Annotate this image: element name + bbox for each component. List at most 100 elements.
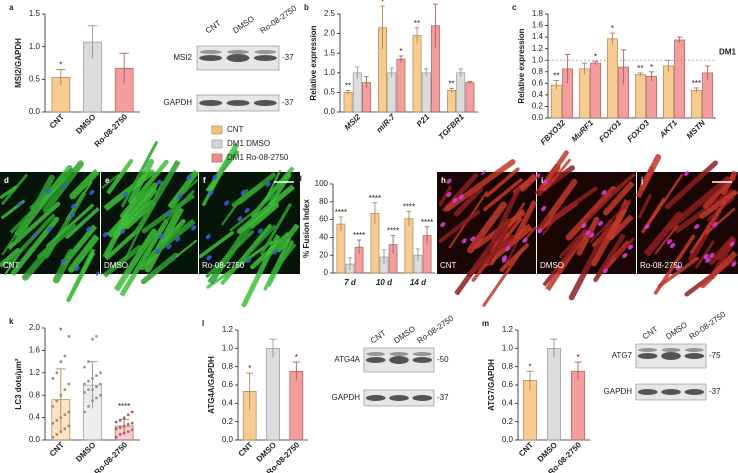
blot-band	[226, 100, 250, 106]
nucleus	[622, 253, 628, 259]
fiber	[466, 201, 507, 254]
y-tick-label: 1.5	[324, 48, 336, 57]
fiber	[119, 159, 169, 219]
data-point	[67, 410, 71, 414]
x-tick-label: TGFBR1	[437, 112, 466, 141]
fiber	[11, 174, 55, 250]
nucleus	[709, 252, 715, 258]
fiber	[699, 174, 738, 219]
legend-label: CNT	[227, 125, 244, 134]
nucleus	[585, 229, 591, 236]
x-tick-label: CNT	[237, 440, 255, 458]
data-point	[67, 382, 71, 386]
blot-marker: -37	[282, 98, 294, 107]
significance: **	[345, 82, 351, 91]
bar	[447, 90, 457, 113]
y-tick-label: 2.5	[324, 9, 336, 18]
data-point	[118, 419, 122, 422]
nucleus	[186, 174, 192, 180]
nucleus	[705, 257, 711, 263]
y-axis-title: % Fusion Index	[302, 199, 311, 258]
significance: **	[553, 72, 559, 81]
data-point	[126, 413, 130, 417]
y-tick-label: 0.8	[222, 362, 234, 371]
y-axis-title: Relative expression	[309, 25, 318, 100]
data-point	[126, 422, 130, 426]
panel-label: j	[640, 176, 643, 185]
y-tick-label: 0.5	[29, 74, 41, 83]
bar	[578, 68, 590, 119]
y-axis-title: Relative expression	[517, 28, 526, 103]
nucleus	[729, 241, 735, 247]
nucleus	[206, 255, 212, 261]
y-tick-label: 1.2	[29, 368, 41, 377]
image-label: CNT	[440, 261, 457, 270]
fiber	[565, 185, 617, 241]
panel-label: g	[297, 173, 302, 182]
bar	[662, 65, 674, 119]
y-tick-label: 1.0	[502, 343, 514, 352]
fiber	[611, 169, 650, 195]
nucleus	[224, 200, 230, 206]
significance: *	[399, 47, 402, 56]
data-point	[87, 360, 90, 363]
fiber	[538, 205, 567, 240]
bar	[336, 223, 346, 274]
nucleus	[602, 268, 608, 274]
y-tick-label: 0.0	[324, 107, 336, 116]
fiber	[144, 200, 187, 273]
legend-label: DM1 Ro-08-2750	[227, 153, 289, 162]
nucleus	[47, 226, 53, 232]
nucleus	[265, 181, 271, 187]
nucleus	[155, 248, 161, 254]
panel-label: m	[482, 319, 489, 328]
data-point	[126, 430, 130, 433]
y-tick-label: 1.6	[29, 346, 41, 355]
fiber	[527, 236, 584, 288]
fiber	[250, 232, 291, 270]
blot-column-label: DMSO	[231, 14, 256, 35]
nucleus	[86, 226, 92, 232]
bar	[266, 347, 280, 441]
nucleus	[74, 265, 80, 272]
fiber	[0, 185, 17, 209]
data-point	[130, 428, 134, 432]
data-point	[99, 382, 102, 386]
x-tick-label: MSTN	[685, 118, 708, 141]
x-tick-label: CNT	[517, 440, 535, 458]
data-point	[118, 426, 122, 430]
data-point	[87, 379, 90, 383]
nucleus	[581, 223, 587, 229]
significance: **	[637, 64, 643, 73]
y-tick-label: 1.0	[29, 42, 41, 51]
y-tick-label: 0.8	[502, 362, 514, 371]
fiber	[164, 231, 235, 271]
bar	[412, 35, 422, 113]
x-tick-label: FBXO32	[539, 118, 568, 147]
panel-label: e	[105, 176, 110, 185]
significance: *	[381, 0, 384, 6]
data-point	[55, 419, 59, 422]
y-tick-label: 0.2	[222, 417, 234, 426]
x-tick-label: DMSO	[74, 440, 97, 463]
fiber	[230, 224, 276, 273]
blot-column-label: Ro-08-2750	[259, 3, 299, 35]
y-axis-title: MSI2/GAPDH	[14, 38, 23, 88]
nucleus	[628, 244, 634, 250]
y-tick-label: 1.2	[532, 44, 544, 53]
y-tick-label: 0.0	[222, 435, 234, 444]
data-point	[91, 377, 94, 380]
x-tick-label: 10 d	[376, 278, 393, 287]
panel-label: f	[203, 176, 206, 185]
y-tick-label: 1.0	[532, 55, 544, 64]
fiber	[229, 191, 279, 232]
data-point	[114, 420, 118, 424]
y-tick-label: 1.2	[502, 325, 514, 334]
fiber	[593, 231, 627, 283]
bar	[421, 72, 431, 113]
nucleus	[501, 257, 507, 263]
significance: *	[576, 353, 579, 362]
x-tick-label: Ro-08-2750	[93, 112, 130, 149]
data-point	[95, 374, 98, 377]
significance: **	[414, 19, 420, 28]
